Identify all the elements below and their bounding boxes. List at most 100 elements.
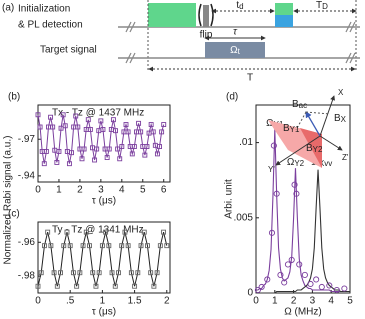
subscript: Y2: [313, 145, 323, 154]
data-point: [150, 129, 156, 135]
data-point: [90, 270, 96, 276]
data-point: [100, 126, 106, 132]
data-point: [157, 144, 162, 150]
flip-pulse: [203, 5, 209, 27]
data-point: [93, 283, 99, 289]
data-point: [41, 161, 47, 167]
data-point: [77, 270, 83, 276]
data-point: [318, 283, 325, 291]
field-label: BY1: [283, 123, 300, 134]
data-point: [141, 229, 147, 235]
subscript: Y2: [294, 159, 304, 168]
panel-label: (a): [2, 3, 14, 14]
break-mark: [125, 52, 356, 64]
init-label: Initialization: [18, 4, 70, 15]
data-point: [83, 229, 89, 235]
data-point: [62, 123, 68, 129]
projection: [295, 111, 307, 131]
y-tick-label: -.97: [18, 134, 36, 145]
y-axis-label: Normalized Rabi signal (a.u.): [3, 136, 14, 265]
data-point: [268, 229, 276, 236]
field-label: Bac: [292, 99, 307, 110]
data-point: [109, 270, 115, 276]
data-point: [45, 229, 51, 235]
x-tick-label: 2: [77, 185, 83, 196]
x-tick-label: 3: [98, 185, 104, 196]
axis-label: Z': [342, 153, 349, 162]
chart: 0 1 2 3 4 5 6 -.97 -.94 (b) Tx - Tz @ 1437 MHz τ (μ…: [3, 92, 171, 265]
chart: 0 1 2 3 4 5 0 .005 .01 (d) Ω (MHz) Arbi. unit Ω Y1 ΩY2…: [224, 92, 354, 318]
data-point: [125, 129, 131, 135]
data-point: [333, 286, 340, 294]
data-point: [270, 142, 277, 149]
data-point: [161, 229, 167, 235]
panel-label: (b): [8, 92, 20, 103]
data-point: [51, 270, 57, 276]
data-point: [117, 156, 123, 162]
x-tick-label: 4: [119, 185, 125, 196]
data-point: [106, 146, 112, 152]
data-point: [264, 276, 271, 283]
x-tick-label: 5: [140, 185, 146, 196]
data-point: [74, 283, 80, 289]
axis-label: Y': [268, 165, 275, 174]
data-point: [112, 283, 118, 289]
data-point: [41, 243, 47, 249]
data-point: [85, 117, 91, 123]
x-tick-label: 3: [310, 296, 316, 307]
data-point: [131, 144, 137, 150]
field-label: BY2: [306, 143, 323, 154]
data-point: [144, 144, 150, 150]
data-point: [154, 151, 160, 157]
data-point: [48, 243, 54, 249]
y-tick-label: .01: [239, 137, 253, 148]
data-point: [70, 270, 76, 276]
data-point: [35, 283, 41, 289]
data-point: [35, 112, 41, 118]
subscript: d: [239, 2, 243, 11]
data-point: [80, 243, 86, 249]
data-point: [69, 150, 74, 156]
y-axis-label: Arbi. unit: [224, 179, 235, 219]
subscript: ac: [299, 101, 307, 110]
plot-frame: [255, 104, 351, 294]
data-point: [56, 148, 62, 154]
data-point: [296, 261, 303, 268]
field-arrow: [305, 111, 321, 137]
target-label: Target signal: [40, 45, 97, 56]
data-point: [104, 155, 110, 161]
data-point: [281, 279, 288, 286]
symbol: B: [306, 143, 313, 154]
data-point: [254, 286, 261, 294]
symbol: B: [283, 123, 290, 134]
axis-label: X: [338, 88, 344, 97]
T-label: T: [247, 73, 253, 84]
subscript: D: [322, 2, 328, 11]
axis-x: [319, 95, 335, 137]
data-point: [48, 114, 54, 120]
data-point: [116, 270, 121, 276]
subscript: t: [238, 47, 241, 56]
data-point: [79, 156, 85, 162]
data-point: [142, 152, 148, 158]
y-tick-label: -.94: [18, 171, 36, 182]
data-point: [99, 243, 105, 249]
symbol: B: [334, 113, 341, 124]
fit-line: [37, 114, 165, 164]
init-label: & PL detection: [18, 20, 83, 31]
data-point: [81, 146, 87, 152]
readout-pulse: [275, 3, 293, 15]
data-point: [293, 190, 300, 197]
x-tick-label: 1.5: [128, 296, 142, 307]
axis-z: [319, 135, 343, 151]
y-tick-label: -.98: [18, 271, 36, 282]
data-point: [38, 270, 44, 276]
data-point: [301, 271, 308, 279]
field-label: BX: [334, 113, 347, 124]
x-tick-label: 0: [35, 185, 41, 196]
x-axis-label: τ (μs): [92, 307, 116, 318]
data-point: [50, 124, 56, 130]
y-tick-label: -.96: [18, 237, 36, 248]
data-point: [122, 229, 128, 235]
x-tick-label: 0: [253, 296, 259, 307]
